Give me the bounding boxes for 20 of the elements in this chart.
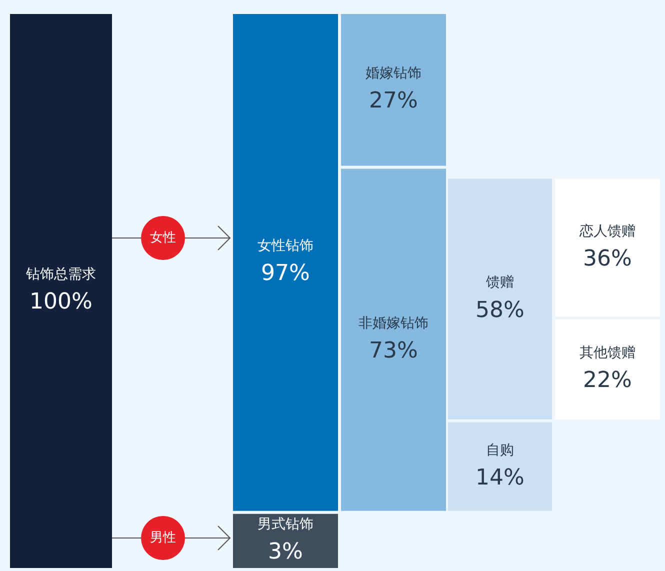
category-label: 男式钻饰 [258, 516, 314, 533]
category-label: 自购 [486, 442, 514, 458]
category-label: 非婚嫁钻饰 [358, 315, 428, 332]
data-label: 14% [476, 465, 524, 490]
data-label: 97% [261, 261, 310, 286]
category-label: 其他馈赠 [580, 345, 636, 362]
text: 女性 [150, 230, 176, 246]
category-label: 恋人馈赠 [578, 223, 636, 240]
data-label: 22% [583, 368, 632, 394]
category-label: 馈赠 [485, 274, 514, 291]
data-label: 3% [268, 540, 303, 565]
category-label: 婚嫁钻饰 [366, 66, 422, 82]
category-label: 女性钻饰 [258, 238, 314, 254]
data-label: 100% [30, 290, 92, 315]
text: 男性 [150, 530, 176, 546]
data-label: 58% [476, 298, 524, 323]
data-label: 27% [369, 88, 418, 114]
data-label: 36% [583, 246, 632, 272]
data-label: 73% [369, 338, 418, 364]
category-label: 钻饰总需求 [25, 266, 96, 283]
